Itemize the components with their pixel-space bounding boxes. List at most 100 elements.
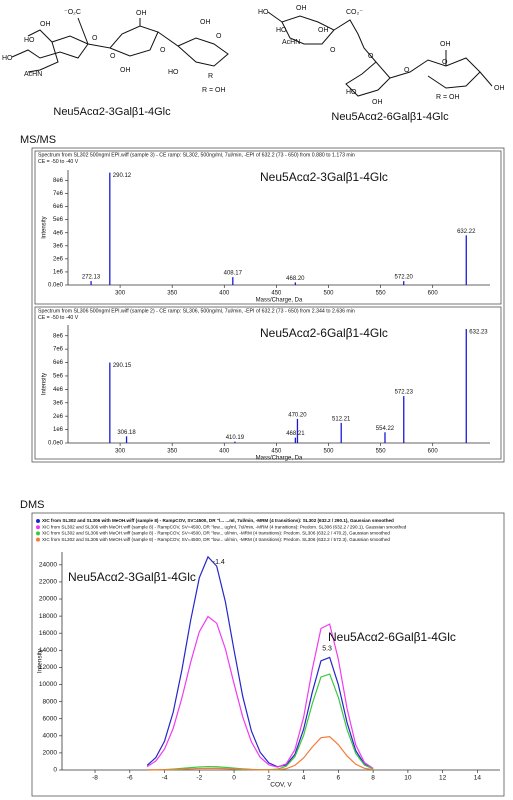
y-tick-label: 5e6 — [53, 374, 64, 380]
peak-label: 470.20 — [288, 412, 307, 418]
x-tick-label: 8 — [371, 775, 375, 782]
x-tick-label: 450 — [271, 291, 282, 297]
y-tick-label: 3e6 — [53, 400, 64, 406]
y-tick-label: 0 — [53, 767, 57, 774]
y-tick-label: 4e6 — [53, 387, 64, 393]
peak-label: 572.23 — [395, 390, 414, 396]
x-axis-title: COV, V — [270, 782, 292, 789]
y-tick-label: 4000 — [43, 733, 58, 740]
spectrum-frame — [34, 306, 502, 460]
x-tick-label: 500 — [323, 291, 334, 297]
y-tick-label: 3e6 — [53, 243, 64, 249]
atom-label: O — [110, 53, 116, 60]
x-axis-title: Mass/Charge, Da — [256, 456, 303, 462]
atom-label: O — [368, 53, 374, 60]
peak-label: 512.21 — [332, 416, 351, 422]
atom-label: O — [216, 33, 222, 40]
atom-label: OH — [296, 5, 307, 12]
legend-label: XIC from SL302 and SL306 with MeOH.wiff … — [42, 518, 394, 523]
y-tick-label: 14000 — [39, 647, 57, 654]
y-tick-label: 4e6 — [53, 230, 64, 236]
y-tick-label: 1e6 — [53, 270, 64, 276]
atom-label: OH — [372, 99, 383, 106]
x-tick-label: 0 — [232, 775, 236, 782]
legend-marker — [36, 525, 40, 530]
x-tick-label: 550 — [376, 291, 387, 297]
y-tick-label: 5e6 — [53, 217, 64, 223]
series-line — [147, 736, 374, 771]
y-axis-title: Intensity — [42, 216, 48, 238]
y-tick-label: 6000 — [43, 715, 58, 722]
x-tick-label: -2 — [196, 775, 202, 782]
x-tick-label: 300 — [115, 449, 126, 455]
y-tick-label: 16000 — [39, 630, 57, 637]
peak-label: 290.12 — [113, 173, 132, 179]
x-tick-label: -4 — [162, 775, 168, 782]
atom-label: HO — [276, 27, 287, 34]
r-label: R = OH — [202, 87, 226, 94]
y-tick-label: 20000 — [39, 596, 57, 603]
peak-label: 306.18 — [117, 430, 136, 436]
y-tick-label: 10000 — [39, 681, 57, 688]
plots: Spectrum from SL302 500ngml EPI.wiff (sa… — [36, 152, 500, 789]
x-tick-label: 300 — [115, 291, 126, 297]
atom-label: O — [160, 47, 166, 54]
spectrum-header: Spectrum from SL302 500ngml EPI.wiff (sa… — [38, 152, 355, 158]
atom-label: CO₂⁻ — [346, 9, 363, 16]
annotation: Neu5Acα2-3Galβ1-4Glc — [68, 570, 196, 584]
peak-label: 290.15 — [113, 363, 132, 369]
dms-panel — [31, 512, 505, 797]
atom-label: HO — [168, 69, 179, 76]
structure-right-labels: HO OH HO OH AcHN CO₂⁻ O O HO OH O O OH O… — [258, 5, 505, 106]
atom-label: OH — [200, 19, 211, 26]
y-tick-label: 2e6 — [53, 256, 64, 262]
atom-label: OH — [440, 41, 451, 48]
legend-marker — [36, 519, 40, 523]
y-tick-label: 24000 — [39, 562, 57, 569]
x-tick-label: 10 — [404, 775, 412, 782]
peak-label: 632.23 — [469, 330, 488, 336]
atom-label: HO — [2, 55, 13, 62]
y-axis-title: Intensity — [42, 373, 48, 395]
y-tick-label: 8e6 — [53, 333, 64, 339]
peak-label: 632.22 — [457, 229, 476, 235]
atom-label: O — [404, 67, 410, 74]
chart-title: Neu5Acα2-3Galβ1-4Glc — [260, 170, 388, 184]
y-tick-label: 22000 — [39, 579, 57, 586]
atom-label: OH — [494, 85, 505, 92]
atom-label: OH — [136, 10, 147, 17]
x-tick-label: 6 — [337, 775, 341, 782]
legend-label: XIC from SL302 and SL306 with MeOH.wiff … — [42, 531, 390, 536]
y-tick-label: 12000 — [39, 664, 57, 671]
spectrum-frame — [34, 150, 502, 305]
peak-label: 410.19 — [226, 435, 245, 441]
legend-marker — [36, 537, 40, 542]
structure-right — [267, 11, 493, 97]
y-tick-label: 7e6 — [53, 191, 64, 197]
peak-label: 272.13 — [82, 275, 101, 281]
x-tick-label: 14 — [474, 775, 482, 782]
y-tick-label: 8e6 — [53, 178, 64, 184]
legend-marker — [36, 531, 40, 536]
peak-label: 468.21 — [286, 431, 305, 437]
atom-label: HO — [258, 9, 269, 16]
atom-label: O — [92, 35, 98, 42]
y-tick-label: 2000 — [43, 750, 58, 757]
x-tick-label: 400 — [219, 449, 230, 455]
atom-label: OH — [40, 21, 51, 28]
section-label: DMS — [20, 499, 44, 511]
series-line — [146, 555, 374, 770]
x-tick-label: -6 — [127, 775, 133, 782]
x-tick-label: -8 — [92, 775, 98, 782]
y-tick-label: 0.0e0 — [48, 283, 64, 289]
x-tick-label: 450 — [271, 449, 282, 455]
peak-label: 5.3 — [322, 645, 332, 652]
atom-label: AcHN — [24, 71, 42, 78]
x-tick-label: 600 — [428, 449, 439, 455]
atom-label: O — [330, 47, 336, 54]
y-tick-label: 7e6 — [53, 347, 64, 353]
atom-label: OH — [318, 27, 329, 34]
atom-label: HO — [24, 37, 35, 44]
spectrum-header: Spectrum from SL306 500ngml EPI.wiff (sa… — [38, 308, 355, 314]
